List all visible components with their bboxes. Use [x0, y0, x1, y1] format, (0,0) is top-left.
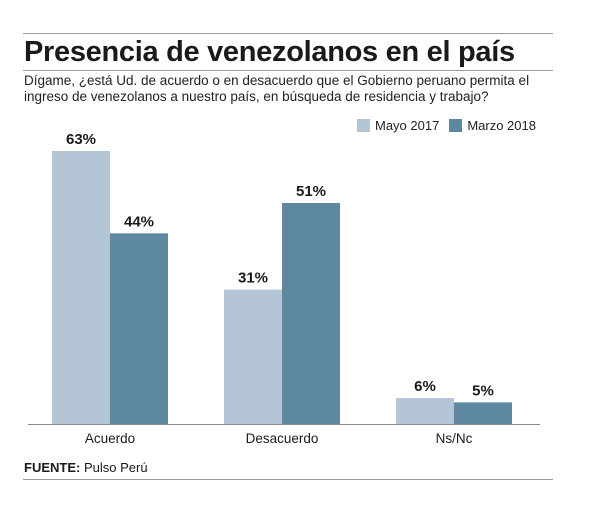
legend-label-marzo-2018: Marzo 2018 [467, 118, 536, 133]
data-label-acuerdo-mayo-2017: 63% [66, 131, 96, 148]
bottom-rule [23, 479, 553, 480]
bar-acuerdo-marzo-2018 [110, 233, 168, 424]
chart-title: Presencia de venezolanos en el país [24, 36, 515, 68]
bar-chart: 63% 44% Acuerdo 31% 51% Desacuerdo 6% 5% Ns/Nc [28, 131, 540, 446]
x-tick-label-desacuerdo: Desacuerdo [246, 431, 319, 446]
title-rule [23, 70, 553, 71]
x-tick-label-acuerdo: Acuerdo [85, 431, 135, 446]
source-note: FUENTE: Pulso Perú [24, 460, 148, 475]
bar-ns-nc-marzo-2018 [454, 402, 512, 424]
data-label-desacuerdo-marzo-2018: 51% [296, 183, 326, 200]
chart-subtitle: Dígame, ¿está Ud. de acuerdo o en desacu… [24, 73, 530, 104]
bar-desacuerdo-marzo-2018 [282, 203, 340, 424]
bar-ns-nc-mayo-2017 [396, 398, 454, 424]
bar-acuerdo-mayo-2017 [52, 151, 110, 424]
data-label-acuerdo-marzo-2018: 44% [124, 213, 154, 230]
top-rule [23, 33, 553, 34]
source-label: FUENTE: [24, 460, 81, 475]
data-label-desacuerdo-mayo-2017: 31% [238, 270, 268, 287]
x-tick-label-ns-nc: Ns/Nc [436, 431, 473, 446]
data-label-ns-nc-mayo-2017: 6% [414, 378, 436, 395]
source-text: Pulso Perú [83, 460, 148, 475]
data-label-ns-nc-marzo-2018: 5% [472, 382, 494, 399]
legend-item-mayo-2017: Mayo 2017 [357, 118, 439, 133]
legend-swatch-mayo-2017 [357, 119, 370, 132]
legend-label-mayo-2017: Mayo 2017 [375, 118, 440, 133]
legend-swatch-marzo-2018 [449, 119, 463, 132]
legend-item-marzo-2018: Marzo 2018 [449, 118, 536, 133]
legend: Mayo 2017 Marzo 2018 [357, 118, 546, 133]
bar-desacuerdo-mayo-2017 [224, 289, 282, 424]
